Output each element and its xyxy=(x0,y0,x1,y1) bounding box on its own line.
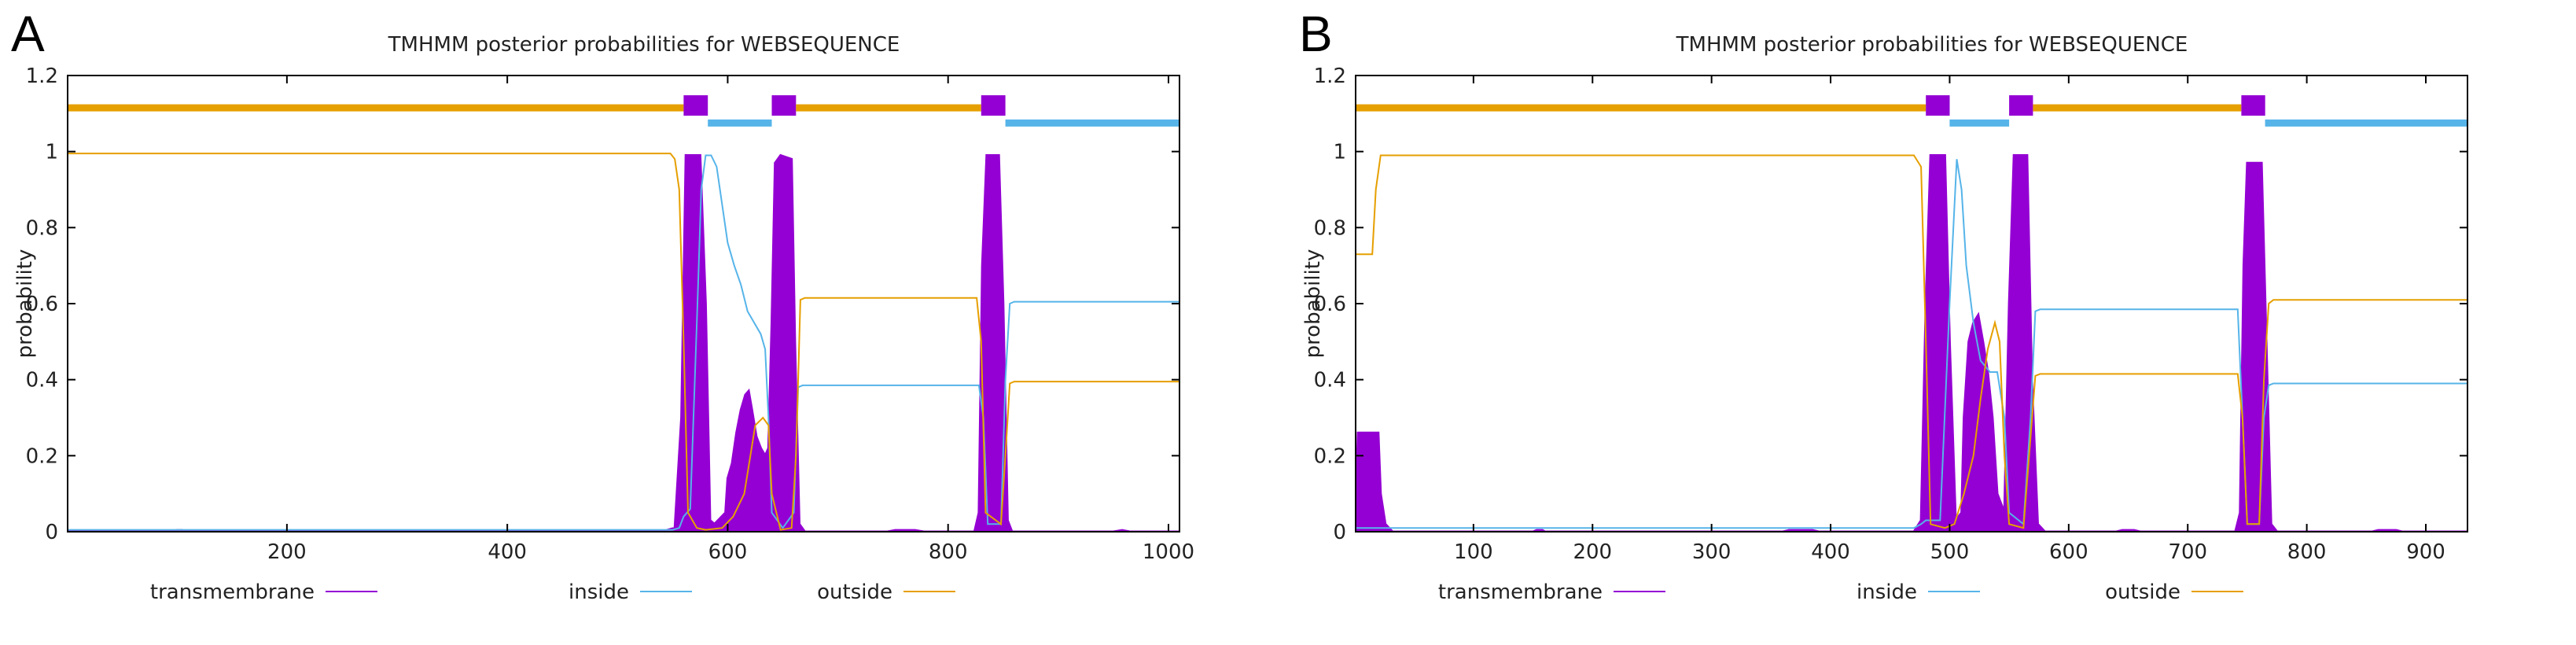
y-tick-label: 0.2 xyxy=(1314,444,1346,468)
legend-label-outside: outside xyxy=(2105,580,2180,604)
y-tick-label: 0 xyxy=(1333,521,1346,544)
series-transmembrane xyxy=(1356,154,2467,532)
y-tick-label: 0.4 xyxy=(1314,369,1346,393)
chart-title: TMHMM posterior probabilities for WEBSEQ… xyxy=(388,33,900,57)
chart-title: TMHMM posterior probabilities for WEBSEQ… xyxy=(1676,33,2188,57)
topology-outside-segment xyxy=(796,104,981,112)
legend-label-transmembrane: transmembrane xyxy=(150,580,315,604)
plot-area xyxy=(1356,95,2467,532)
panel-label: A xyxy=(11,6,45,62)
y-axis-label: probability xyxy=(13,249,37,359)
series-inside xyxy=(68,154,1179,531)
legend-label-inside: inside xyxy=(569,580,629,604)
topology-inside-segment xyxy=(1005,119,1179,127)
x-tick-label: 300 xyxy=(1692,540,1731,564)
x-tick-label: 800 xyxy=(2287,540,2327,564)
x-tick-label: 400 xyxy=(1811,540,1850,564)
y-tick-label: 0.8 xyxy=(26,216,58,240)
series-inside xyxy=(1356,159,2467,529)
y-tick-label: 1.2 xyxy=(26,64,58,88)
topology-inside-segment xyxy=(708,119,772,127)
topology-inside-segment xyxy=(1949,119,2010,127)
panel-a: A TMHMM posterior probabilities for WEBS… xyxy=(11,6,1194,604)
y-tick-label: 0.4 xyxy=(26,369,58,393)
topology-transmembrane-segment xyxy=(981,95,1006,116)
topology-transmembrane-segment xyxy=(683,95,708,116)
topology-outside-segment xyxy=(68,104,684,112)
series-outside xyxy=(1356,154,2467,529)
y-tick-label: 1 xyxy=(1333,141,1346,164)
plot-area xyxy=(68,95,1179,532)
x-tick-label: 900 xyxy=(2406,540,2445,564)
series-transmembrane xyxy=(68,153,1179,532)
x-tick-label: 600 xyxy=(2049,540,2088,564)
topology-transmembrane-segment xyxy=(1926,95,1950,116)
plot-frame xyxy=(1355,75,2468,533)
x-tick-label: 600 xyxy=(708,540,748,564)
y-tick-label: 0.6 xyxy=(1314,293,1346,316)
plot-frame xyxy=(67,75,1180,533)
y-tick-label: 0.2 xyxy=(26,444,58,468)
y-tick-label: 1 xyxy=(45,141,58,164)
x-tick-label: 1000 xyxy=(1143,540,1194,564)
x-tick-label: 800 xyxy=(929,540,968,564)
topology-outside-segment xyxy=(1356,104,1926,112)
panel-label: B xyxy=(1299,6,1333,62)
panel-b: B TMHMM posterior probabilities for WEBS… xyxy=(1288,0,2576,645)
series-outside xyxy=(68,153,1179,531)
x-tick-label: 100 xyxy=(1454,540,1493,564)
topology-transmembrane-segment xyxy=(2009,95,2033,116)
x-tick-label: 500 xyxy=(1930,540,1970,564)
x-tick-label: 400 xyxy=(488,540,527,564)
y-tick-label: 0.8 xyxy=(1314,216,1346,240)
x-tick-label: 200 xyxy=(1573,540,1612,564)
legend-label-transmembrane: transmembrane xyxy=(1438,580,1603,604)
y-tick-label: 0 xyxy=(45,521,58,544)
topology-transmembrane-segment xyxy=(771,95,797,116)
y-tick-label: 1.2 xyxy=(1314,64,1346,88)
topology-inside-segment xyxy=(2265,119,2467,127)
chart-b: 0 0.2 0.4 0.6 0.8 1 1.2 100 200 300 400 500 600 700 80… xyxy=(1301,64,2468,604)
y-axis-label: probability xyxy=(1301,249,1325,359)
topology-transmembrane-segment xyxy=(2241,95,2265,116)
x-tick-label: 700 xyxy=(2168,540,2207,564)
x-tick-label: 200 xyxy=(267,540,307,564)
legend-label-inside: inside xyxy=(1857,580,1917,604)
legend-label-outside: outside xyxy=(817,580,892,604)
chart-a: 0 0.2 0.4 0.6 0.8 1 1.2 200 400 600 800 1000 probabi… xyxy=(13,64,1194,604)
topology-outside-segment xyxy=(2033,104,2242,112)
y-tick-label: 0.6 xyxy=(26,293,58,316)
